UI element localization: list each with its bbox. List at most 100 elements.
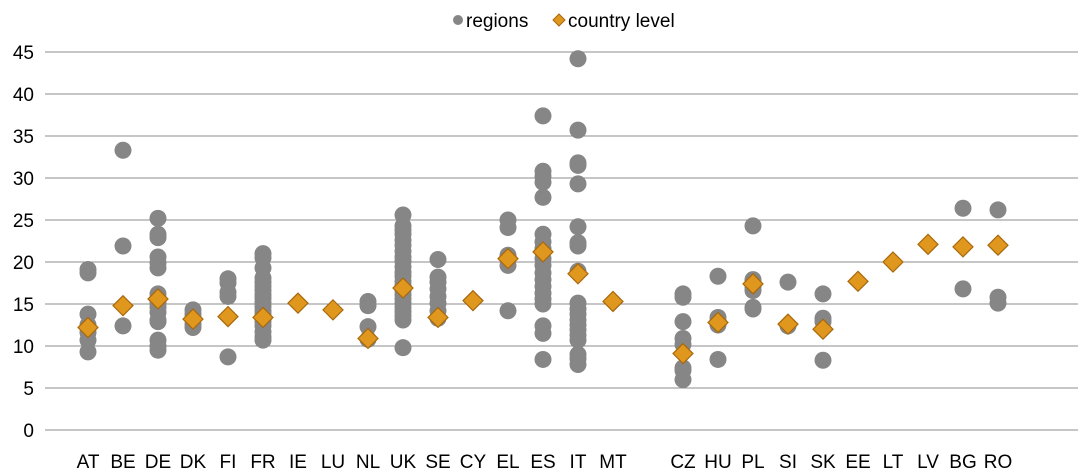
country-level-point: [777, 313, 799, 336]
country-level-point: [427, 306, 449, 329]
region-point: [744, 217, 762, 235]
region-point: [569, 175, 587, 193]
country-level-point: [672, 342, 694, 365]
x-tick-label: BG: [949, 452, 976, 472]
country-level-point: [882, 251, 904, 273]
legend: regions country level: [453, 11, 675, 32]
region-point: [79, 343, 97, 361]
x-tick-label: EE: [845, 452, 870, 472]
country-level-point: [77, 316, 99, 339]
x-tick-label: IE: [289, 452, 307, 472]
y-tick-label: 35: [13, 127, 34, 148]
y-tick-label: 20: [13, 253, 34, 274]
x-tick-label: LU: [321, 452, 345, 472]
region-point: [709, 350, 727, 368]
region-point: [534, 107, 552, 125]
y-tick-label: 5: [23, 379, 34, 400]
country-level-point: [917, 233, 939, 256]
region-point: [79, 331, 97, 349]
x-tick-label: UK: [390, 452, 417, 472]
country-level-point: [952, 236, 974, 258]
region-point: [114, 317, 132, 335]
region-point: [674, 371, 692, 389]
region-point: [149, 313, 167, 331]
y-tick-label: 45: [13, 43, 34, 64]
legend-regions-marker: [453, 15, 463, 25]
country-level-point: [392, 277, 414, 299]
legend-regions-label: regions: [466, 11, 528, 32]
x-tick-label: PL: [741, 452, 764, 472]
x-tick-label: ES: [530, 452, 555, 472]
region-point: [569, 121, 587, 139]
country-level-point: [357, 327, 379, 350]
y-tick-label: 15: [13, 295, 34, 316]
country-level-point: [532, 241, 554, 263]
x-tick-label: MT: [599, 452, 627, 472]
region-point: [499, 219, 517, 237]
y-tick-label: 25: [13, 211, 34, 232]
x-axis: AT BE DE DK FI FR IE LU NL UK SE CY EL ES IT MT CZ HU PL SI…: [77, 452, 1013, 472]
x-tick-label: CZ: [670, 452, 696, 472]
y-tick-label: 10: [13, 337, 34, 358]
region-point: [254, 331, 272, 349]
x-tick-label: NL: [356, 452, 380, 472]
gridlines: [45, 51, 1078, 431]
region-point: [989, 294, 1007, 312]
country-level-point: [112, 294, 134, 317]
x-tick-label: LV: [917, 452, 939, 472]
country-level-series: [77, 233, 1009, 365]
region-point: [954, 199, 972, 217]
region-point: [394, 311, 412, 329]
region-point: [744, 300, 762, 318]
country-level-point: [462, 289, 484, 312]
region-point: [674, 313, 692, 331]
region-point: [674, 288, 692, 306]
region-point: [569, 218, 587, 236]
country-level-point: [707, 311, 729, 334]
region-point: [149, 209, 167, 227]
region-point: [219, 348, 237, 366]
x-tick-label: SI: [779, 452, 797, 472]
x-tick-label: SE: [425, 452, 450, 472]
region-point: [989, 201, 1007, 219]
region-point: [499, 302, 517, 320]
country-level-point: [182, 308, 204, 330]
y-tick-label: 30: [13, 169, 34, 190]
y-tick-label: 40: [13, 85, 34, 106]
x-tick-label: IT: [570, 452, 587, 472]
region-point: [149, 259, 167, 277]
region-point: [114, 237, 132, 255]
country-level-point: [252, 306, 274, 329]
country-level-point: [847, 270, 869, 293]
x-tick-label: BE: [110, 452, 135, 472]
y-tick-label: 0: [23, 421, 34, 442]
x-tick-label: FR: [250, 452, 275, 472]
region-point: [429, 250, 447, 268]
region-point: [569, 156, 587, 174]
country-level-point: [742, 272, 764, 295]
x-tick-label: HU: [704, 452, 731, 472]
country-level-point: [322, 299, 344, 321]
region-point: [569, 331, 587, 349]
region-point: [569, 237, 587, 255]
legend-country-level-label: country level: [568, 11, 675, 32]
region-point: [359, 297, 377, 315]
region-point: [534, 295, 552, 313]
country-level-point: [987, 234, 1009, 257]
x-tick-label: FI: [220, 452, 237, 472]
x-tick-label: AT: [77, 452, 100, 472]
x-tick-label: LT: [883, 452, 904, 472]
legend-country-level-marker: [552, 13, 566, 27]
region-point: [149, 341, 167, 359]
region-point: [779, 273, 797, 291]
region-point: [534, 188, 552, 206]
regions-series: [79, 50, 1007, 389]
country-level-point: [147, 288, 169, 310]
region-point: [569, 355, 587, 373]
x-tick-label: DK: [180, 452, 207, 472]
country-level-point: [812, 318, 834, 341]
region-point: [219, 287, 237, 305]
region-point: [569, 50, 587, 68]
region-point: [534, 324, 552, 342]
region-point: [534, 350, 552, 368]
